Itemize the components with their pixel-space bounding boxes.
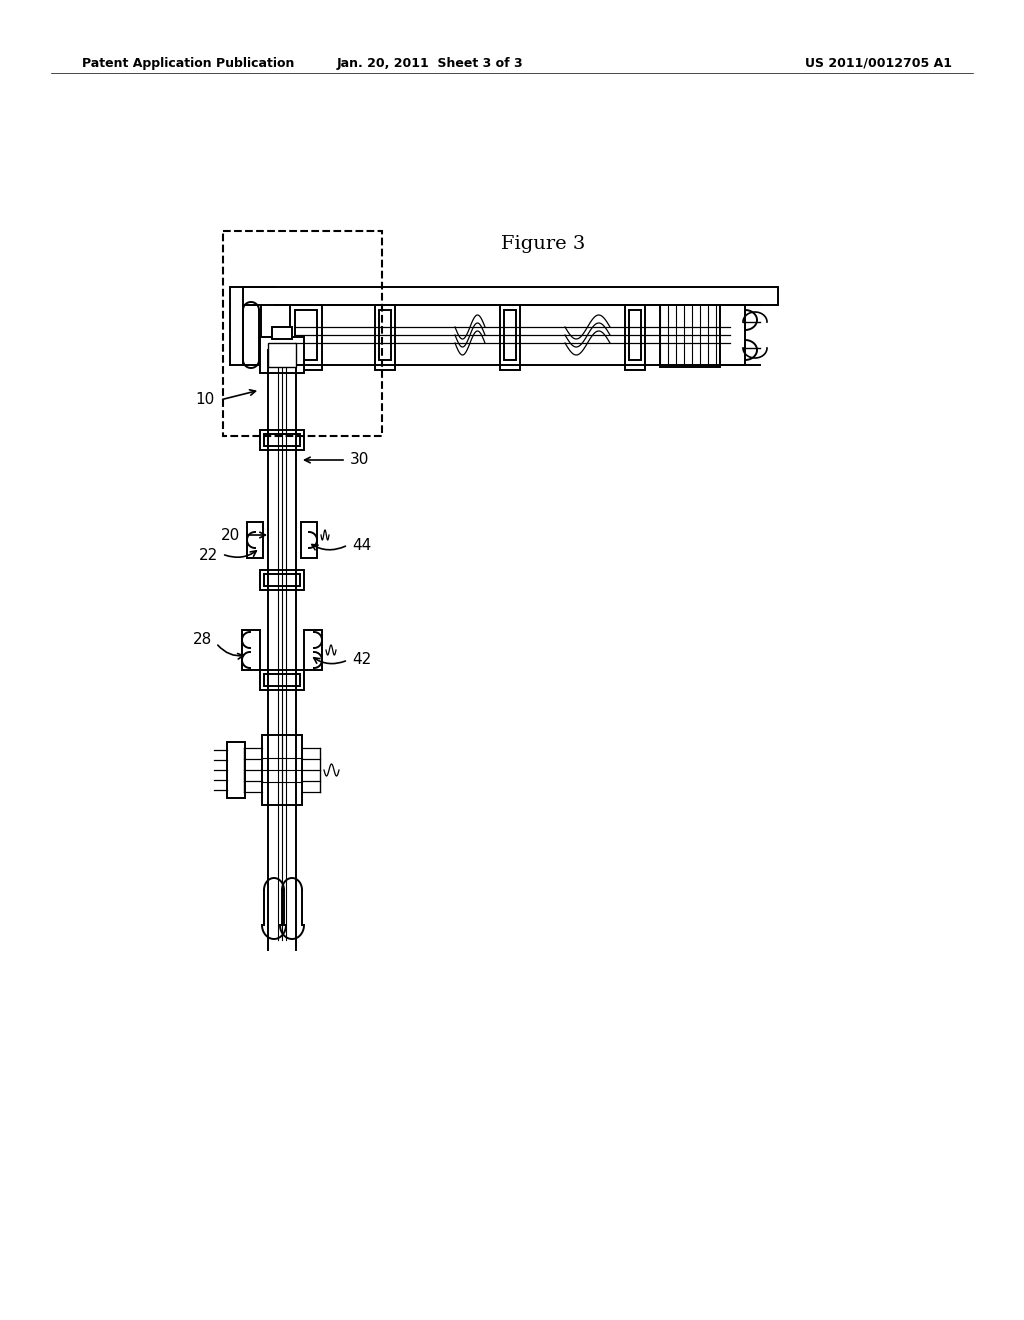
Bar bbox=[625, 300, 645, 370]
Text: 28: 28 bbox=[193, 632, 212, 648]
Bar bbox=[264, 675, 300, 686]
Text: 22: 22 bbox=[199, 548, 218, 562]
Bar bbox=[262, 735, 302, 805]
Bar bbox=[629, 310, 641, 360]
Bar bbox=[247, 521, 263, 558]
Bar bbox=[243, 305, 261, 366]
Bar bbox=[242, 630, 260, 671]
Bar bbox=[260, 570, 304, 590]
Bar bbox=[379, 310, 391, 360]
Bar bbox=[504, 310, 516, 360]
Text: 44: 44 bbox=[352, 537, 372, 553]
Bar bbox=[264, 434, 300, 446]
Bar bbox=[304, 630, 322, 671]
Bar bbox=[301, 521, 317, 558]
Text: 10: 10 bbox=[196, 392, 215, 408]
Bar bbox=[243, 286, 778, 305]
Bar bbox=[295, 310, 317, 360]
Bar bbox=[720, 305, 745, 366]
Bar bbox=[660, 304, 720, 367]
Bar bbox=[260, 671, 304, 690]
Bar bbox=[260, 430, 304, 450]
Bar bbox=[223, 231, 382, 436]
Text: US 2011/0012705 A1: US 2011/0012705 A1 bbox=[805, 57, 952, 70]
Bar bbox=[227, 742, 245, 799]
Text: 20: 20 bbox=[221, 528, 240, 543]
Bar bbox=[290, 300, 322, 370]
Bar bbox=[500, 300, 520, 370]
Text: 42: 42 bbox=[352, 652, 372, 668]
Text: 30: 30 bbox=[350, 453, 370, 467]
Bar bbox=[268, 343, 296, 367]
Text: Jan. 20, 2011  Sheet 3 of 3: Jan. 20, 2011 Sheet 3 of 3 bbox=[337, 57, 523, 70]
Text: Patent Application Publication: Patent Application Publication bbox=[82, 57, 294, 70]
Bar bbox=[272, 327, 292, 339]
Bar bbox=[264, 574, 300, 586]
Text: Figure 3: Figure 3 bbox=[501, 235, 585, 253]
Bar bbox=[375, 300, 395, 370]
Bar bbox=[260, 337, 304, 374]
